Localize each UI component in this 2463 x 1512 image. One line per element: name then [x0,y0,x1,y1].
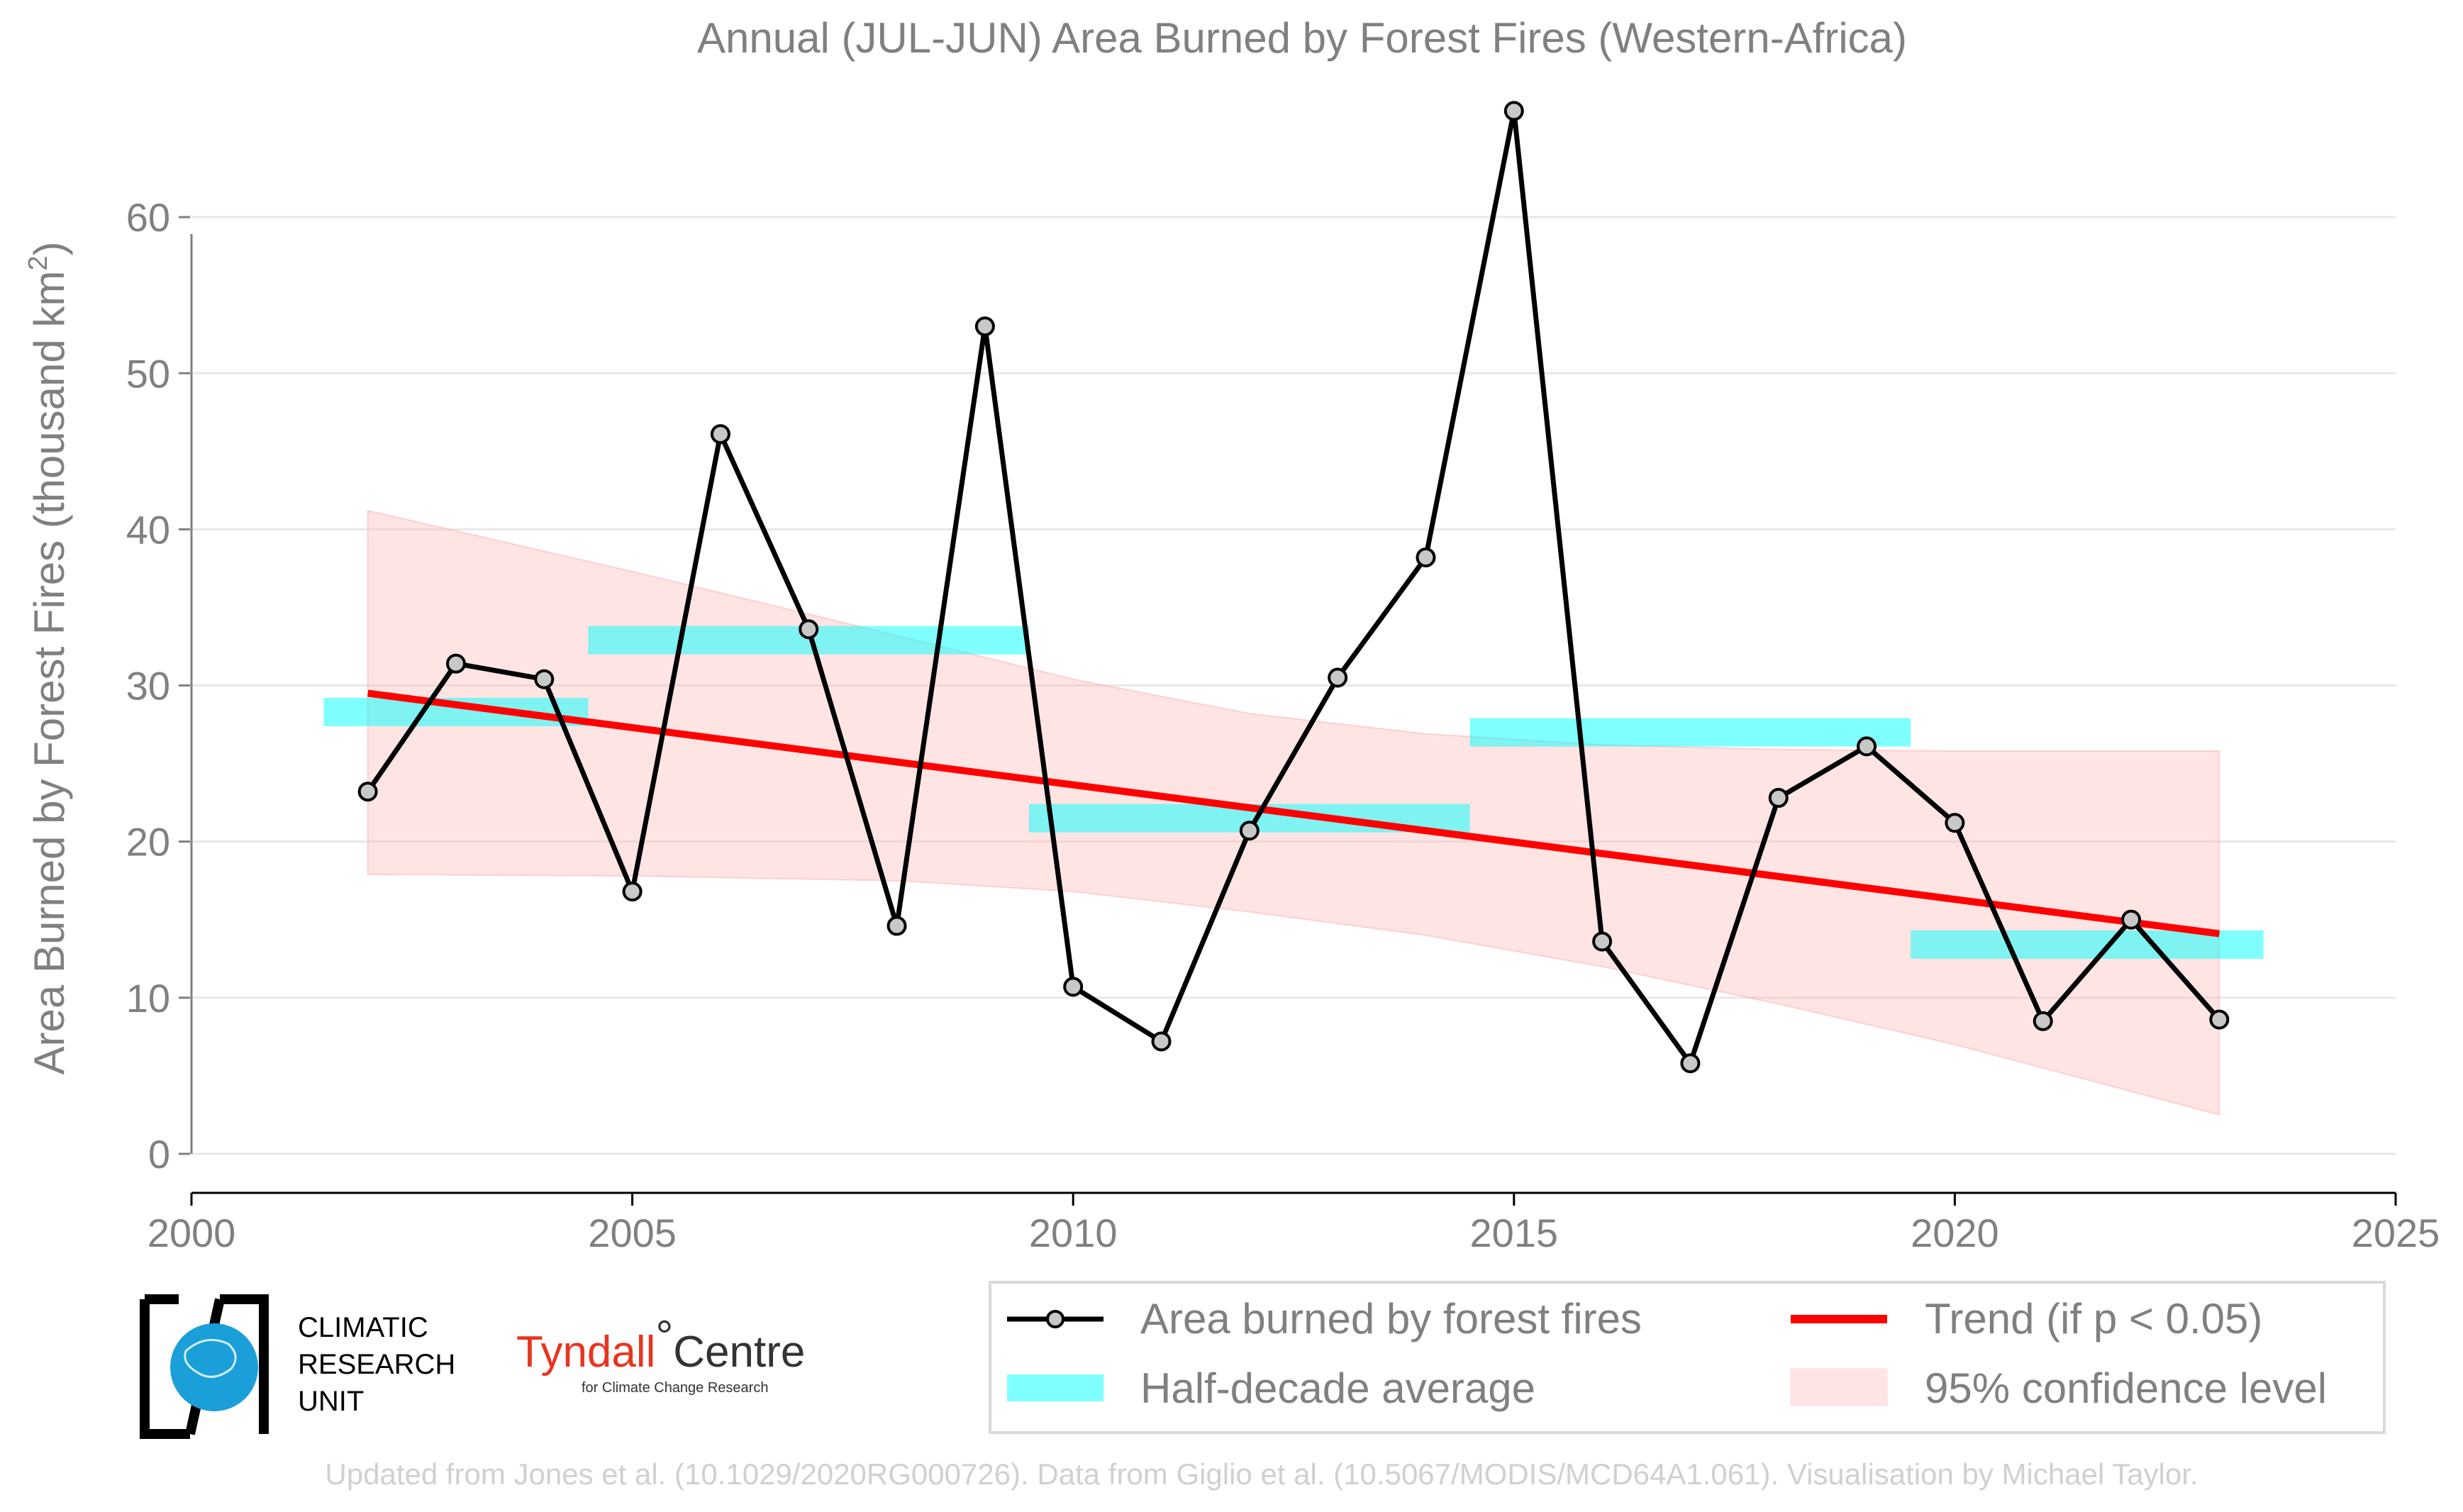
area-burned-line [365,108,2221,1066]
globe-icon [170,1323,258,1411]
legend-marker-swatch [1046,1310,1064,1328]
data-point-2022 [2121,909,2142,930]
legend-cyan-bar-swatch [1007,1374,1103,1401]
y-axis-label-main: Area Burned by Forest Fires (thousand km [26,271,73,1075]
y-tick-label-0: 0 [148,1132,170,1177]
data-point-2020 [1945,813,1965,833]
data-point-2016 [1592,931,1613,952]
y-tick-label-60: 60 [126,195,170,240]
data-point-2003 [445,653,466,674]
x-tick-label-2010: 2010 [1029,1211,1118,1255]
tyndall-logo-subtitle: for Climate Change Research [582,1380,768,1396]
cru-logo: CLIMATIC RESEARCH UNIT [140,1294,455,1439]
series-layer [357,101,2230,1074]
x-tick-label-2000: 2000 [148,1211,236,1255]
globe-landmass-icon [184,1338,237,1378]
half-decade-bar-3 [1469,718,1911,747]
data-point-2004 [534,669,555,689]
data-point-2013 [1328,667,1348,688]
legend-label-half-decade: Half-decade average [1140,1364,1535,1412]
y-tick-label-30: 30 [126,664,170,708]
tyndall-logo-name: Tyndall°Centre [516,1312,805,1377]
tyndall-logo-degree: ° [655,1312,673,1361]
y-axis-label: Area Burned by Forest Fires (thousand km… [23,242,73,1075]
tyndall-logo-word: Tyndall [516,1328,655,1377]
data-point-2017 [1680,1053,1701,1074]
data-point-2010 [1063,977,1084,997]
cru-logo-text-line2: RESEARCH [298,1349,455,1380]
y-tick-label-40: 40 [126,507,170,552]
legend-item-half-decade: Half-decade average [1007,1364,1535,1412]
gridlines [191,216,2396,1155]
data-point-2009 [974,316,995,337]
data-point-2007 [799,619,819,640]
credit-line: Updated from Jones et al. (10.1029/2020R… [325,1457,2198,1491]
data-point-2006 [710,424,730,445]
data-point-2008 [886,916,907,936]
data-point-2012 [1239,821,1260,841]
y-tick-label-50: 50 [126,351,170,396]
x-tick-label-2015: 2015 [1470,1211,1559,1255]
data-point-2002 [357,782,378,802]
legend: Area burned by forest fires Trend (if p … [989,1281,2386,1434]
x-tick-label-2025: 2025 [2352,1211,2440,1255]
data-point-2005 [622,882,643,902]
legend-label-area-burned: Area burned by forest fires [1140,1295,1642,1343]
data-point-2018 [1768,788,1789,808]
legend-label-confidence: 95% confidence level [1925,1364,2327,1412]
x-tick-label-2020: 2020 [1911,1211,1999,1255]
legend-pink-box-swatch [1790,1368,1888,1406]
legend-item-area-burned: Area burned by forest fires [1007,1295,1642,1343]
y-axis-label-superscript: 2 [23,256,53,271]
data-point-2023 [2209,1009,2230,1030]
legend-item-confidence: 95% confidence level [1790,1364,2327,1412]
data-point-2015 [1503,101,1524,121]
trend-layer [367,689,2220,938]
x-tick-label-2005: 2005 [588,1211,677,1255]
cru-logo-text-line3: UNIT [298,1386,364,1417]
tyndall-centre-logo: Tyndall°Centre for Climate Change Resear… [516,1312,805,1396]
y-axis-label-close: ) [26,242,73,256]
data-point-2019 [1857,736,1877,757]
legend-item-trend: Trend (if p < 0.05) [1791,1295,2262,1343]
y-tick-label-10: 10 [126,976,170,1021]
data-point-2021 [2033,1011,2053,1031]
tyndall-logo-centre: Centre [673,1328,805,1377]
axes: 0 10 20 30 40 50 60 2000 2005 2010 2015 2020 2025 [126,195,2440,1255]
legend-label-trend: Trend (if p < 0.05) [1925,1295,2262,1343]
trend-line [367,689,2220,938]
y-tick-label-20: 20 [126,820,170,865]
legend-frame [989,1281,2386,1434]
data-point-2014 [1416,547,1436,568]
chart-title: Annual (JUL-JUN) Area Burned by Forest F… [697,14,1907,62]
cru-logo-frame [140,1294,269,1439]
cru-logo-text-line1: CLIMATIC [298,1312,428,1343]
data-point-2011 [1151,1031,1172,1052]
